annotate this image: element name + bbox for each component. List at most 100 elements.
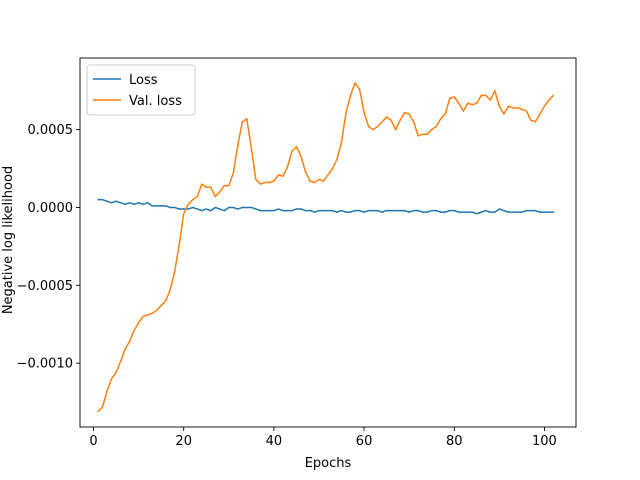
data-point bbox=[399, 119, 401, 122]
data-point bbox=[228, 206, 230, 209]
series-line-val-loss bbox=[97, 82, 554, 412]
data-point bbox=[435, 125, 437, 128]
data-point bbox=[385, 116, 388, 118]
data-point bbox=[516, 107, 519, 109]
data-point bbox=[241, 206, 244, 209]
data-point bbox=[318, 209, 320, 212]
data-point bbox=[187, 208, 189, 210]
data-point bbox=[363, 111, 365, 114]
data-point bbox=[349, 211, 352, 213]
x-tick-label: 60 bbox=[356, 434, 373, 449]
data-point bbox=[358, 88, 361, 90]
data-point bbox=[381, 121, 383, 123]
data-point bbox=[313, 211, 316, 213]
data-point bbox=[322, 209, 325, 212]
data-point bbox=[282, 209, 284, 212]
data-point bbox=[124, 203, 126, 206]
data-point bbox=[331, 209, 334, 212]
data-point bbox=[394, 209, 397, 212]
data-point bbox=[191, 206, 194, 209]
axes-frame bbox=[79, 57, 577, 428]
data-point bbox=[160, 304, 162, 307]
data-point bbox=[507, 211, 510, 213]
data-point bbox=[128, 202, 131, 204]
data-point bbox=[458, 102, 460, 104]
data-point bbox=[381, 211, 383, 213]
data-point bbox=[485, 94, 487, 97]
data-point bbox=[327, 209, 329, 212]
data-point bbox=[467, 102, 469, 104]
data-point bbox=[169, 206, 171, 209]
y-tick-label: 0.0005 bbox=[28, 123, 74, 138]
data-point bbox=[101, 198, 104, 201]
data-point bbox=[201, 183, 203, 185]
data-point bbox=[462, 211, 465, 213]
data-point bbox=[503, 209, 505, 212]
data-point bbox=[430, 209, 433, 212]
data-point bbox=[115, 371, 117, 374]
data-point bbox=[543, 105, 546, 108]
data-point bbox=[282, 175, 284, 178]
data-point bbox=[471, 211, 474, 213]
data-point bbox=[210, 186, 212, 188]
data-point bbox=[196, 195, 198, 198]
data-point bbox=[449, 97, 451, 100]
y-tick-label: −0.0005 bbox=[17, 279, 73, 294]
data-point bbox=[250, 206, 253, 209]
data-point bbox=[390, 119, 392, 122]
data-point bbox=[394, 128, 397, 131]
data-point bbox=[403, 209, 406, 212]
data-point bbox=[462, 110, 465, 112]
data-point bbox=[552, 211, 555, 213]
plot-area bbox=[97, 82, 555, 413]
data-point bbox=[539, 113, 541, 115]
data-point bbox=[137, 321, 140, 324]
data-point bbox=[430, 128, 433, 131]
data-point bbox=[246, 117, 248, 120]
data-point bbox=[255, 178, 257, 181]
data-point bbox=[399, 209, 401, 212]
data-point bbox=[151, 205, 153, 207]
data-point bbox=[164, 205, 167, 207]
data-point bbox=[228, 184, 230, 187]
data-point bbox=[219, 191, 221, 193]
data-point bbox=[516, 211, 519, 213]
data-point bbox=[354, 82, 356, 84]
data-point bbox=[264, 181, 266, 184]
data-point bbox=[286, 166, 289, 168]
data-point bbox=[403, 111, 406, 114]
data-point bbox=[205, 208, 207, 210]
data-point bbox=[309, 209, 311, 212]
data-point bbox=[313, 181, 316, 184]
legend: Loss Val. loss bbox=[86, 64, 196, 116]
data-point bbox=[476, 102, 478, 104]
data-point bbox=[241, 121, 244, 123]
data-point bbox=[291, 150, 293, 153]
data-point bbox=[273, 209, 275, 212]
data-point bbox=[363, 211, 365, 213]
data-point bbox=[133, 203, 135, 206]
data-point bbox=[507, 105, 510, 108]
data-point bbox=[543, 211, 546, 213]
data-point bbox=[201, 209, 203, 212]
data-point bbox=[412, 121, 415, 123]
data-point bbox=[449, 209, 451, 212]
legend-box bbox=[86, 64, 196, 116]
data-point bbox=[232, 206, 235, 209]
data-point bbox=[237, 144, 239, 146]
data-point bbox=[494, 89, 496, 92]
data-point bbox=[453, 209, 455, 212]
data-point bbox=[250, 147, 253, 150]
data-point bbox=[467, 211, 469, 213]
data-point bbox=[485, 209, 487, 212]
data-point bbox=[133, 329, 135, 332]
data-point bbox=[119, 360, 122, 363]
data-point bbox=[367, 209, 370, 212]
data-point bbox=[503, 113, 505, 115]
data-point bbox=[512, 211, 514, 213]
data-point bbox=[489, 99, 492, 101]
data-point bbox=[336, 158, 338, 160]
data-point bbox=[530, 209, 532, 212]
x-tick-label: 20 bbox=[175, 434, 192, 449]
